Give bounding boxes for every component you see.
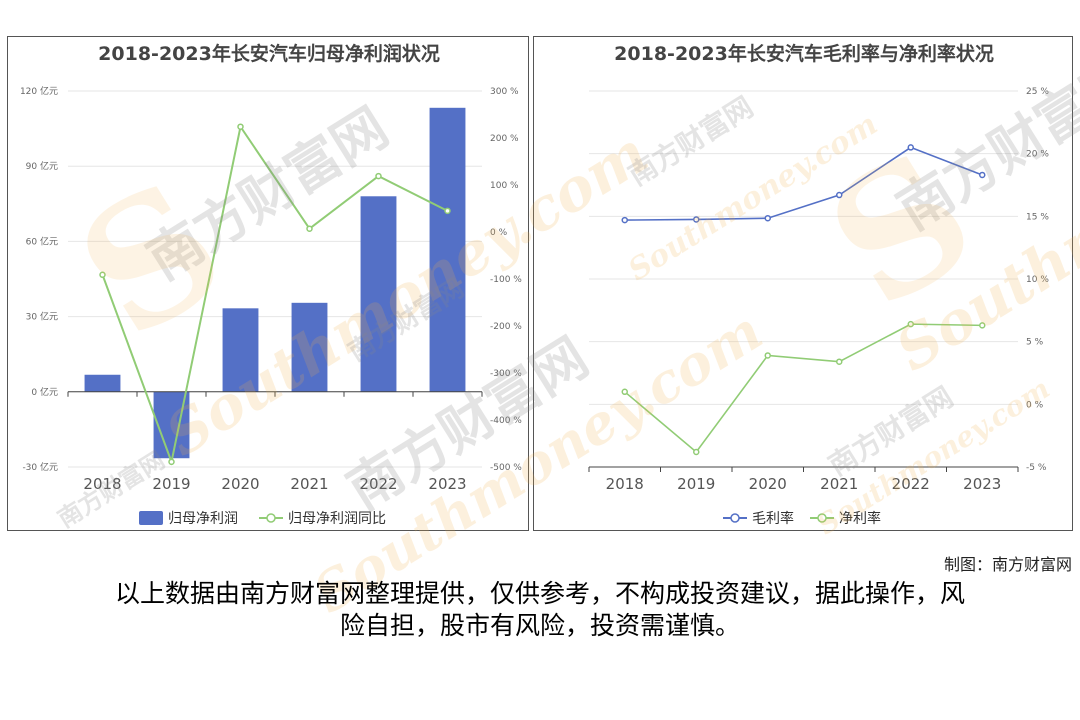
data-point [979,171,986,179]
x-tick-label: 2020 [749,475,787,493]
data-point [375,172,382,180]
data-point [836,191,843,199]
x-tick-label: 2023 [963,475,1001,493]
chart-title: 2018-2023年长安汽车毛利率与净利率状况 [614,42,994,65]
legend-label: 归母净利润同比 [288,510,386,527]
y-right-tick-label: 0 % [1026,400,1044,410]
bar [222,308,259,392]
y-right-tick-label: 300 % [490,87,519,97]
y-right-tick-label: 0 % [490,228,508,238]
data-point [99,271,106,279]
x-tick-label: 2023 [428,475,466,493]
y-right-tick-label: -100 % [490,275,522,285]
left-chart-panel: 2018-2023年长安汽车归母净利润状况 -30 亿元 0 亿元 30 亿元 60 亿… [7,36,529,531]
y-left-tick-label: 120 亿元 [20,85,58,97]
series-line [624,146,983,221]
y-left-tick-label: 90 亿元 [26,160,58,172]
data-point [237,123,244,130]
chart-title: 2018-2023年长安汽车归母净利润状况 [98,42,440,65]
y-right-tick-label: 25 % [1026,87,1049,97]
y-left-tick-label: 60 亿元 [26,235,58,247]
y-right-tick-label: -200 % [490,322,522,332]
y-right-tick-label: 10 % [1026,275,1049,285]
data-point [693,216,700,223]
data-point [306,225,313,232]
x-tick-label: 2021 [820,475,858,493]
legend-label: 归母净利润 [168,510,238,527]
x-tick-label: 2019 [677,475,715,493]
data-point [979,322,986,329]
disclaimer-line-2: 险自担，股市有风险，投资需谨慎。 [339,611,740,640]
x-tick-label: 2022 [359,475,397,493]
y-right-tick-label: -300 % [490,369,522,379]
right-chart-svg: 2018-2023年长安汽车毛利率与净利率状况 -5 % 0 % 5 % 10 % 15 … [588,42,1049,527]
legend-swatch-bar [139,511,163,525]
disclaimer-text: 以上数据由南方财富网整理提供，仅供参考，不构成投资建议，据此操作，风 险自担，股… [0,578,1080,642]
data-point [621,388,628,396]
y-right-tick-label: 15 % [1026,212,1049,222]
y-right-tick-label: -400 % [490,416,522,426]
legend-label: 净利率 [839,510,881,527]
bar [360,196,397,392]
data-point [693,448,700,456]
data-point [621,216,628,224]
data-point [168,458,175,466]
y-left-tick-label: 0 亿元 [31,386,58,398]
data-point [907,320,914,328]
data-point [764,352,771,359]
data-point [444,207,451,215]
x-tick-label: 2018 [83,475,121,493]
x-tick-label: 2019 [152,475,190,493]
bar [84,374,121,392]
chart-credit: 制图：南方财富网 [943,555,1072,574]
x-tick-label: 2022 [892,475,930,493]
y-right-tick-label: 20 % [1026,150,1049,160]
legend-swatch-marker [730,513,740,523]
y-right-tick-label: 5 % [1026,338,1044,348]
data-point [907,144,914,151]
right-chart-panel: 2018-2023年长安汽车毛利率与净利率状况 -5 % 0 % 5 % 10 % 15 … [533,36,1073,531]
y-left-tick-label: -30 亿元 [22,461,58,473]
legend-label: 毛利率 [752,510,794,527]
y-right-tick-label: -5 % [1026,463,1047,473]
disclaimer-line-1: 以上数据由南方财富网整理提供，仅供参考，不构成投资建议，据此操作，风 [114,579,965,608]
data-point [764,214,771,222]
y-right-tick-label: 100 % [490,181,519,191]
bar [429,107,466,392]
data-point [836,358,843,365]
x-tick-label: 2020 [221,475,259,493]
y-right-tick-label: 200 % [490,134,519,144]
y-left-tick-label: 30 亿元 [26,311,58,323]
left-chart-svg: 2018-2023年长安汽车归母净利润状况 -30 亿元 0 亿元 30 亿元 60 亿… [20,42,522,527]
bar [291,302,328,392]
legend-swatch-marker [266,513,276,523]
y-right-tick-label: -500 % [490,463,522,473]
series-line-yoy [101,124,448,466]
x-tick-label: 2018 [606,475,644,493]
series-line [624,323,983,454]
x-tick-label: 2021 [290,475,328,493]
legend-swatch-marker [817,513,827,523]
